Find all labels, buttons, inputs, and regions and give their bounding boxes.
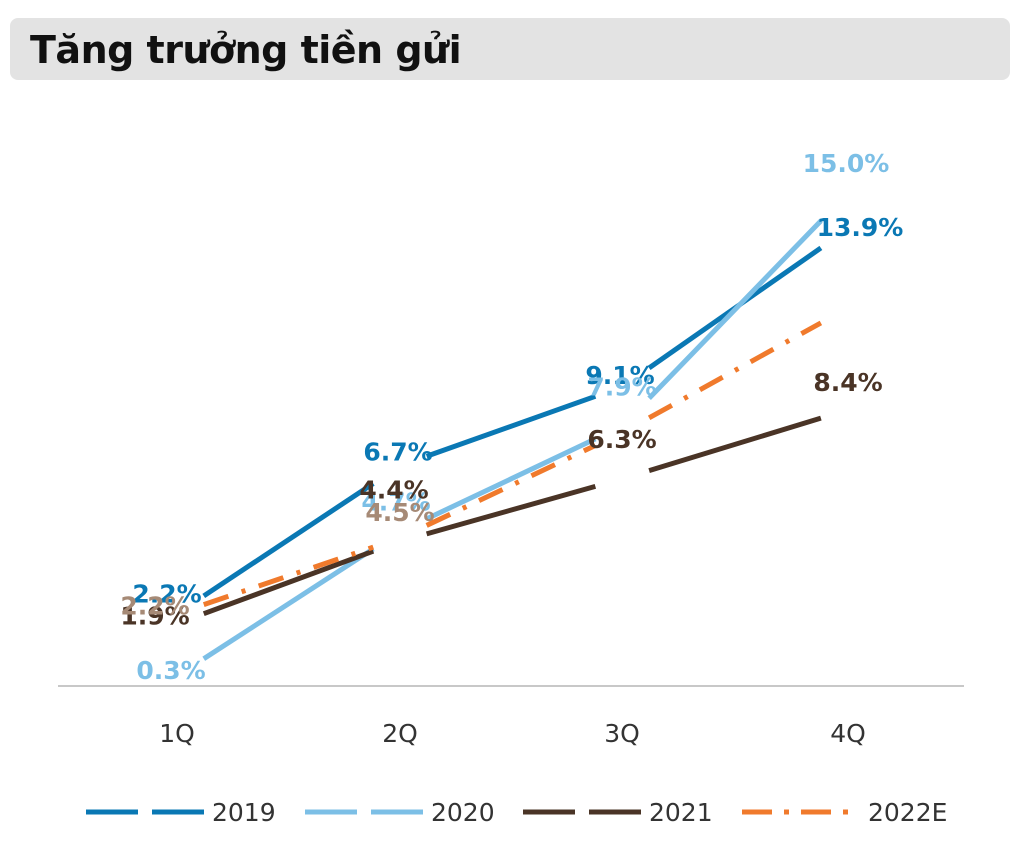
title-bar: Tăng trưởng tiền gửi	[10, 18, 1010, 80]
series-2020-segment-3	[647, 219, 823, 401]
data-label-2021-4q: 8.4%	[813, 368, 882, 397]
data-label-2020-2q: 4.7%	[361, 487, 430, 516]
data-label-2021-1q: 1.9%	[120, 602, 189, 631]
data-label-2019-4q: 13.9%	[817, 213, 904, 242]
data-label-2021-2q: 4.4%	[359, 475, 428, 504]
series-2020-segment-1	[202, 546, 375, 661]
x-tick-label-3q: 3Q	[604, 719, 640, 748]
data-label-2020-1q: 0.3%	[136, 656, 205, 685]
legend-label-2019: 2019	[212, 798, 276, 827]
legend-label-2020: 2020	[431, 798, 495, 827]
legend-label-2022e: 2022E	[868, 798, 947, 827]
data-label-2021-3q: 6.3%	[587, 425, 656, 454]
x-tick-label-4q: 4Q	[830, 719, 866, 748]
data-label-2019-2q: 6.7%	[363, 438, 432, 467]
series-2020-segment-2	[425, 436, 597, 522]
x-tick-label-1q: 1Q	[159, 719, 195, 748]
series-2022e-segment-3	[647, 320, 823, 421]
data-label-2020-4q: 15.0%	[803, 149, 890, 178]
x-tick-label-2q: 2Q	[382, 719, 418, 748]
series-2019-segment-2	[425, 393, 597, 459]
series-2021-segment-3	[648, 415, 822, 473]
data-label-2019-3q: 9.1%	[585, 361, 654, 390]
data-label-2019-1q: 2.2%	[132, 580, 201, 609]
series-2022e-segment-2	[425, 443, 597, 528]
series-2021-segment-1	[202, 548, 375, 617]
data-label-2020-3q: 7.9%	[587, 372, 656, 401]
series-2019-segment-1	[202, 481, 375, 599]
series-2021-segment-2	[425, 483, 597, 537]
legend-label-2021: 2021	[649, 798, 713, 827]
chart-title: Tăng trưởng tiền gửi	[30, 28, 462, 72]
data-label-2022e-1q: 2.2%	[120, 592, 189, 621]
series-2022e-segment-1	[202, 544, 375, 607]
data-label-2022e-2q: 4.5%	[365, 498, 434, 527]
